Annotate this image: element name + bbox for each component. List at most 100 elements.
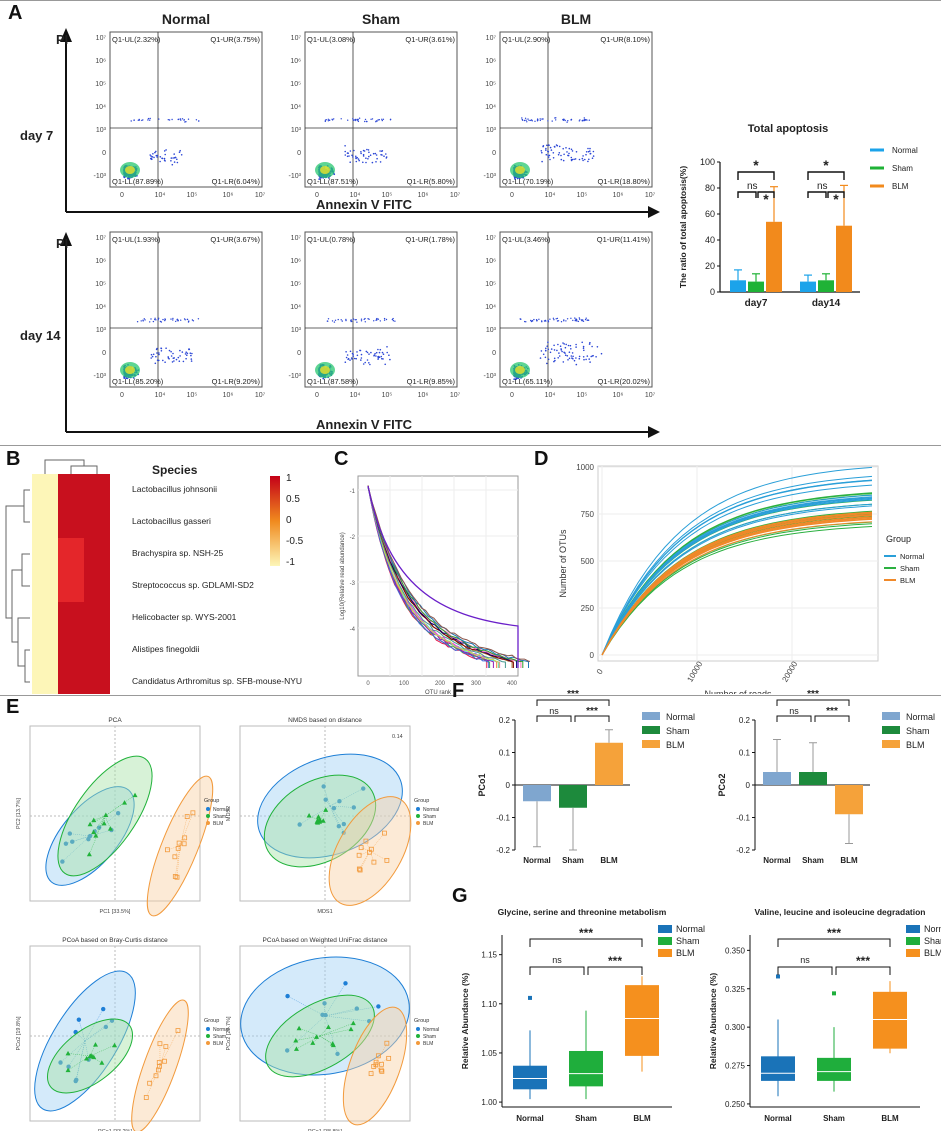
y-tick: 10⁵: [95, 281, 106, 288]
heatmap-color-scale: [270, 476, 280, 566]
ordination-point: [379, 1061, 384, 1067]
y-tick: 0: [102, 150, 106, 157]
rarefaction-curve: [601, 521, 873, 656]
ordination-spider: [361, 847, 371, 852]
ordination-spider: [149, 1065, 161, 1084]
x-axis-arrowhead: [648, 206, 660, 218]
ordination-spider: [324, 1008, 357, 1017]
heatmap-cell: [58, 602, 84, 634]
rank-x-tick: 0: [366, 681, 370, 687]
boxplot-sig-label: ns: [800, 955, 810, 965]
rank-x-tick: 200: [435, 681, 446, 687]
ordination-legend-label: Normal: [423, 807, 439, 813]
apoptosis-bracket-top: [807, 171, 845, 180]
ordination-spider: [178, 843, 181, 847]
ordination-legend-swatch: [416, 1027, 420, 1031]
x-tick: 10⁶: [223, 192, 234, 199]
flow-plot-4: 10⁷ 10⁶ 10⁵ 10⁴ 10³ 0 -10³ 0 10⁴ 10⁵ 10⁶ 10⁷ Q1-UL(0…: [289, 231, 461, 399]
y-tick: 10³: [96, 127, 107, 134]
rank-x-tick: 400: [507, 681, 518, 687]
ordination-point: [373, 1059, 379, 1065]
y-tick: 0: [297, 350, 301, 357]
pco-legend-swatch: [642, 726, 660, 734]
ordination-point: [112, 1042, 118, 1048]
rarefaction-xlabel: Number of reads: [704, 689, 772, 694]
y-axis-label-pi: PI: [56, 236, 68, 251]
ordination-spider: [374, 1065, 382, 1071]
heatmap-species-label: Candidatus Arthromitus sp. SFB-mouse-NYU: [132, 676, 302, 686]
ordination-point: [65, 1050, 71, 1056]
ordination-point: [157, 1041, 163, 1047]
boxplot-sig-label: ***: [856, 954, 870, 968]
rank-y-tick: -1: [350, 489, 356, 495]
apoptosis-bracket-left: [737, 191, 757, 198]
flow-plot-2: 10⁷ 10⁶ 10⁵ 10⁴ 10³ 0 -10³ 0 10⁴ 10⁵ 10⁶ 10⁷ Q1-UL(2…: [484, 31, 656, 199]
rank-xlabel: OTU rank: [425, 690, 452, 694]
heatmap-cell: [84, 602, 110, 634]
rank-x-tick: 100: [399, 681, 410, 687]
rarefaction-curve: [601, 526, 873, 656]
ordination-legend-swatch: [206, 814, 210, 818]
rarefaction-curve: [601, 497, 873, 656]
quadrant-ul-label: Q1-UL(0.78%): [307, 235, 356, 244]
pco-legend-label: Sham: [666, 726, 690, 736]
ordination-point: [107, 826, 113, 831]
rank-y-tick: -2: [350, 535, 356, 541]
boxplot-legend-swatch: [906, 949, 920, 957]
apoptosis-y-tick: 20: [705, 261, 715, 271]
density-core-yellow: [320, 166, 330, 174]
rarefaction-curve: [601, 493, 873, 656]
ordination-spider: [76, 1040, 86, 1080]
ordination-spider: [369, 850, 371, 853]
boxplot-bracket-right: [835, 966, 891, 975]
ordination-point: [164, 847, 170, 853]
panel-d: D 0 250 500 750 1000 0 10000 20000 Number of rea…: [530, 446, 941, 694]
ordination-point: [356, 852, 362, 858]
rarefaction-x-tick: 0: [595, 667, 605, 676]
apoptosis-bracket-left: [807, 191, 827, 198]
x-tick: 0: [315, 192, 319, 199]
boxplot-ylabel: Relative Abundance (%): [460, 973, 470, 1070]
ordination-spider: [159, 1062, 161, 1067]
boxplot-sig-label: ***: [579, 926, 593, 940]
ordination-point: [317, 818, 323, 823]
panel-label-f: F: [452, 680, 465, 702]
x-tick: 10⁷: [255, 192, 266, 199]
quadrant-ul-label: Q1-UL(1.93%): [112, 235, 161, 244]
y-tick: 10⁷: [96, 235, 107, 242]
y-tick: -10³: [484, 173, 497, 180]
x-tick: 10⁴: [155, 192, 166, 199]
apoptosis-bracket-right: [827, 191, 845, 198]
heatmap-cell: [58, 474, 84, 506]
x-tick: 10⁷: [450, 392, 461, 399]
flow-plot-1: 10⁷ 10⁶ 10⁵ 10⁴ 10³ 0 -10³ 0 10⁴ 10⁵ 10⁶ 10⁷ Q1-UL(3…: [289, 31, 461, 199]
ordination-spider: [359, 850, 371, 871]
apoptosis-bar-blm: [766, 221, 782, 292]
ordination-point: [96, 825, 102, 830]
apoptosis-sig-label: ns: [817, 181, 828, 192]
boxplot-outlier: [528, 995, 532, 1000]
ordination-point: [76, 1017, 82, 1022]
heatmap-scale-tick: 1: [286, 473, 292, 484]
ordination-point: [86, 851, 92, 857]
pco-sig-label: ***: [586, 706, 598, 717]
column-title-blm: BLM: [561, 11, 591, 27]
apoptosis-sig-label: *: [833, 191, 839, 207]
boxplot-bracket-top: [529, 938, 643, 947]
rarefaction-curve: [601, 518, 873, 656]
ordination-point: [174, 874, 180, 880]
x-tick: 10⁵: [382, 192, 393, 199]
ordination-legend-swatch: [416, 821, 420, 825]
ordination-point: [297, 822, 302, 827]
ordination-point: [143, 1095, 149, 1100]
ordination-point: [386, 1055, 392, 1061]
ordination-legend-label: BLM: [423, 821, 433, 827]
ordination-spider: [146, 1065, 161, 1098]
x-tick: 10⁵: [577, 392, 588, 399]
ordination-spider: [324, 1015, 370, 1022]
y-tick: 10⁵: [485, 281, 496, 288]
heatmap-cell: [84, 506, 110, 538]
pco-category-label: BLM: [600, 856, 618, 865]
rank-y-tick: -4: [350, 627, 356, 633]
y-axis-arrowhead: [60, 232, 72, 246]
